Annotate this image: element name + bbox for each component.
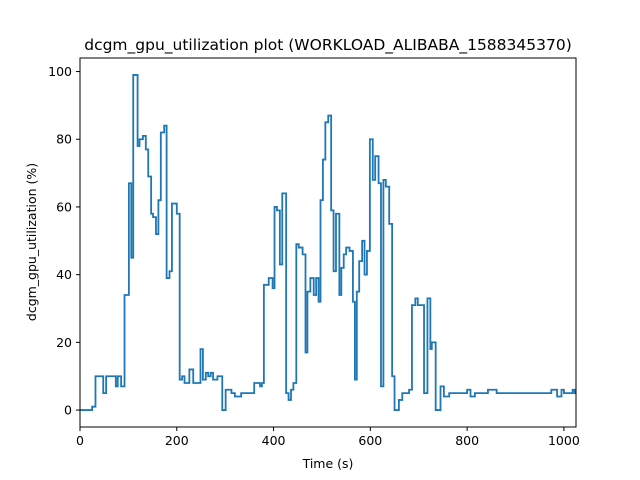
plot-area-frame	[79, 57, 577, 428]
x-tick-label: 1000	[548, 433, 580, 448]
y-tick-label: 100	[48, 64, 72, 79]
chart-title: dcgm_gpu_utilization plot (WORKLOAD_ALIB…	[84, 36, 572, 55]
x-tick-label: 800	[455, 433, 479, 448]
y-axis-label: dcgm_gpu_utilization (%)	[24, 163, 39, 321]
x-tick-label: 200	[165, 433, 189, 448]
series-line	[79, 74, 576, 411]
x-tick-label: 0	[76, 433, 84, 448]
y-tick-label: 40	[56, 267, 72, 282]
x-tick-label: 600	[358, 433, 382, 448]
axis-ticks: 0 200 400 600 800 1000 0 20 40 60 80 100	[48, 64, 580, 448]
y-tick-label: 0	[64, 403, 72, 418]
x-tick-label: 400	[262, 433, 286, 448]
y-tick-label: 20	[56, 335, 72, 350]
x-axis-label: Time (s)	[302, 456, 354, 471]
y-tick-label: 80	[56, 132, 72, 147]
y-tick-label: 60	[56, 199, 72, 214]
